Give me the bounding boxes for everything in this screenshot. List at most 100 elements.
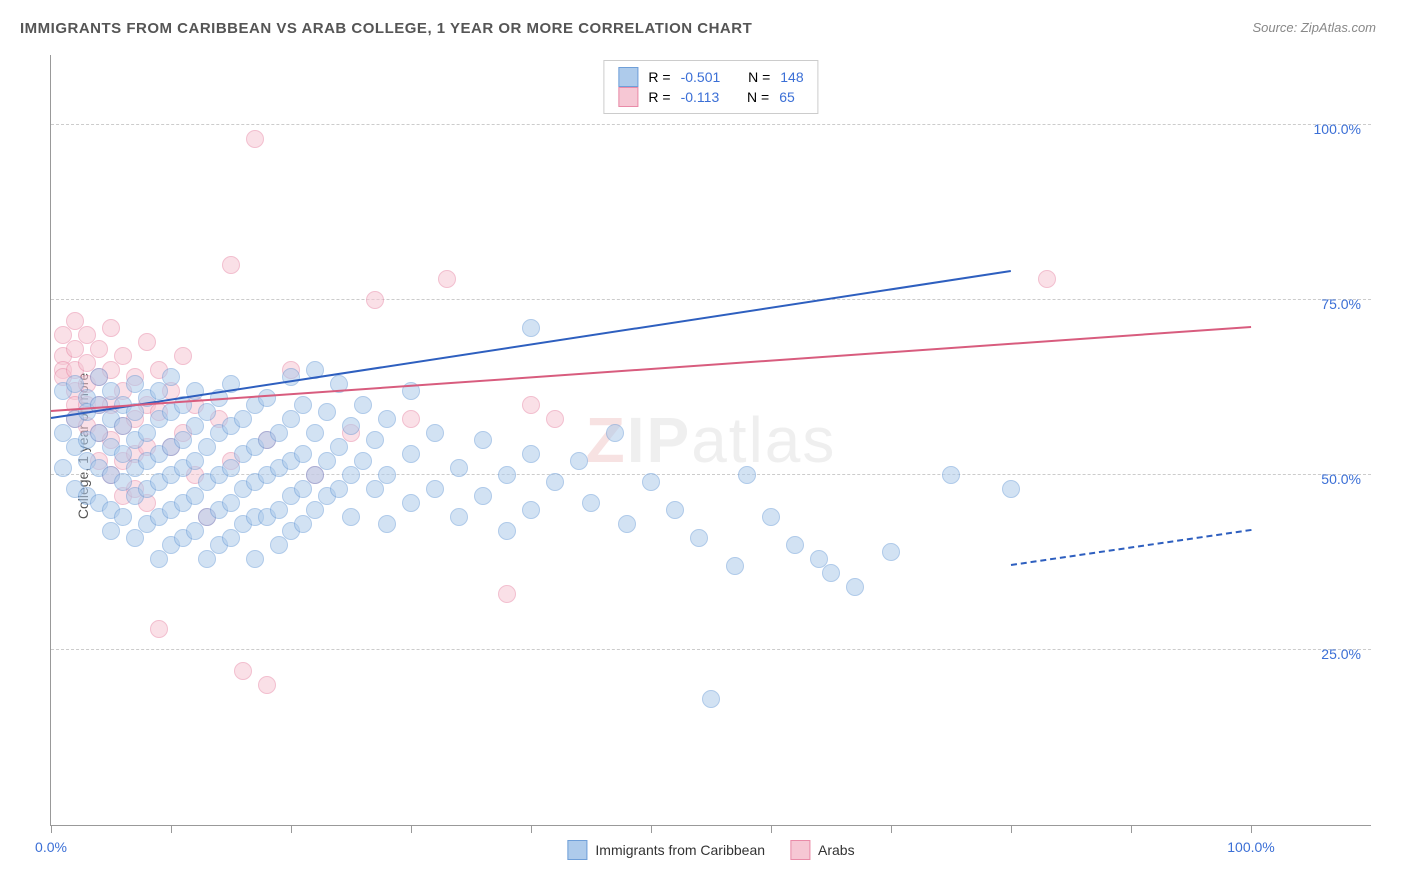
y-tick-label: 75.0% [1321,296,1361,312]
data-point-caribbean [378,410,396,428]
data-point-caribbean [222,494,240,512]
data-point-caribbean [666,501,684,519]
data-point-arabs [222,256,240,274]
data-point-arabs [546,410,564,428]
data-point-caribbean [570,452,588,470]
data-point-caribbean [186,487,204,505]
data-point-caribbean [366,431,384,449]
data-point-caribbean [822,564,840,582]
y-tick-label: 100.0% [1314,121,1361,137]
x-tick [1131,825,1132,833]
data-point-caribbean [294,480,312,498]
data-point-caribbean [546,473,564,491]
data-point-caribbean [306,466,324,484]
data-point-caribbean [174,431,192,449]
data-point-caribbean [198,550,216,568]
data-point-arabs [90,340,108,358]
data-point-caribbean [1002,480,1020,498]
data-point-caribbean [378,466,396,484]
data-point-caribbean [294,515,312,533]
data-point-caribbean [306,501,324,519]
n-value-caribbean: 148 [780,69,803,85]
data-point-caribbean [342,466,360,484]
data-point-arabs [174,347,192,365]
data-point-arabs [258,676,276,694]
data-point-arabs [498,585,516,603]
data-point-caribbean [702,690,720,708]
data-point-arabs [150,620,168,638]
data-point-caribbean [186,522,204,540]
data-point-caribbean [306,424,324,442]
data-point-caribbean [222,459,240,477]
watermark: ZIPatlas [586,403,837,477]
data-point-caribbean [762,508,780,526]
x-tick [171,825,172,833]
data-point-caribbean [426,424,444,442]
data-point-caribbean [246,550,264,568]
data-point-caribbean [522,319,540,337]
chart-title: IMMIGRANTS FROM CARIBBEAN VS ARAB COLLEG… [20,20,752,37]
data-point-caribbean [354,452,372,470]
data-point-arabs [402,410,420,428]
data-point-caribbean [282,368,300,386]
legend-row-arabs: R = -0.113 N = 65 [618,87,803,107]
data-point-arabs [366,291,384,309]
legend-row-caribbean: R = -0.501 N = 148 [618,67,803,87]
data-point-caribbean [882,543,900,561]
data-point-caribbean [342,508,360,526]
gridline [51,649,1371,650]
data-point-caribbean [786,536,804,554]
x-tick [411,825,412,833]
swatch-arabs [618,87,638,107]
data-point-caribbean [342,417,360,435]
data-point-arabs [1038,270,1056,288]
data-point-caribbean [258,389,276,407]
data-point-caribbean [366,480,384,498]
data-point-caribbean [582,494,600,512]
data-point-arabs [138,333,156,351]
source-label: Source: ZipAtlas.com [1252,20,1376,35]
data-point-caribbean [198,403,216,421]
data-point-caribbean [330,438,348,456]
n-label: N = [748,69,770,85]
data-point-caribbean [942,466,960,484]
r-label: R = [648,89,670,105]
data-point-caribbean [450,459,468,477]
legend-bottom: Immigrants from Caribbean Arabs [567,840,854,860]
data-point-arabs [234,662,252,680]
data-point-caribbean [498,466,516,484]
x-tick [1011,825,1012,833]
swatch-arabs-bottom [790,840,810,860]
n-label: N = [747,89,769,105]
data-point-caribbean [294,396,312,414]
data-point-caribbean [186,417,204,435]
data-point-caribbean [138,424,156,442]
legend-item-caribbean: Immigrants from Caribbean [567,840,765,860]
data-point-caribbean [474,487,492,505]
legend-item-arabs: Arabs [790,840,855,860]
data-point-caribbean [222,529,240,547]
data-point-caribbean [126,529,144,547]
trendline-caribbean-extrapolated [1011,529,1251,566]
x-tick [771,825,772,833]
data-point-arabs [522,396,540,414]
data-point-caribbean [270,501,288,519]
legend-label-caribbean: Immigrants from Caribbean [595,842,765,858]
swatch-caribbean-bottom [567,840,587,860]
swatch-caribbean [618,67,638,87]
data-point-caribbean [294,445,312,463]
data-point-caribbean [426,480,444,498]
data-point-caribbean [450,508,468,526]
x-tick [651,825,652,833]
data-point-caribbean [690,529,708,547]
data-point-caribbean [726,557,744,575]
plot-area: ZIPatlas R = -0.501 N = 148 R = -0.113 N… [50,55,1371,826]
data-point-caribbean [522,445,540,463]
data-point-caribbean [270,536,288,554]
n-value-arabs: 65 [779,89,795,105]
data-point-caribbean [54,459,72,477]
data-point-caribbean [378,515,396,533]
data-point-caribbean [114,508,132,526]
gridline [51,299,1371,300]
x-tick [891,825,892,833]
